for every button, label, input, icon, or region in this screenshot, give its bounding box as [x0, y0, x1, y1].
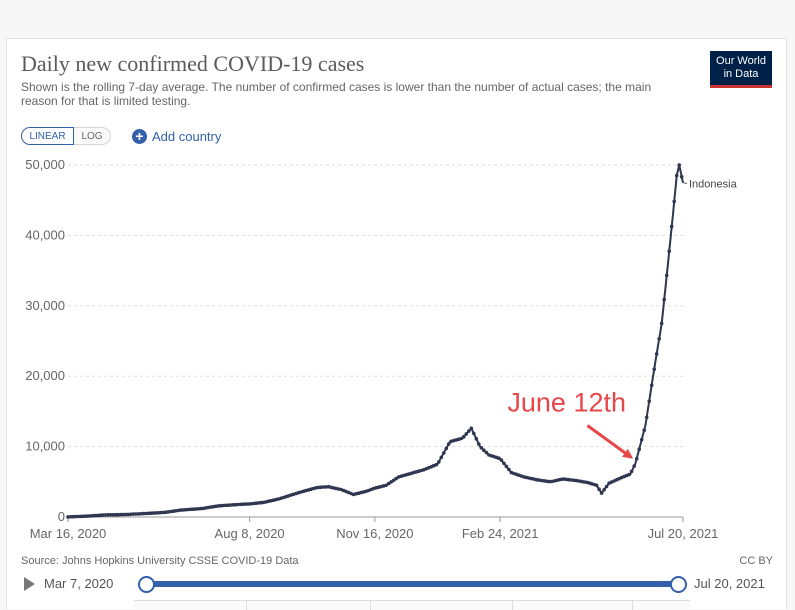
- timeline-start-handle[interactable]: [138, 576, 155, 593]
- timeline-end-label: Jul 20, 2021: [694, 576, 765, 591]
- series-label-indonesia: Indonesia: [689, 179, 738, 191]
- data-point: [629, 469, 634, 474]
- data-point: [464, 432, 469, 436]
- data-point: [667, 249, 671, 253]
- linear-scale-button[interactable]: LINEAR: [21, 127, 74, 145]
- y-tick-label: 20,000: [25, 368, 65, 383]
- data-point: [507, 467, 511, 472]
- data-point: [236, 502, 241, 507]
- data-point: [384, 483, 388, 488]
- data-point: [472, 431, 476, 436]
- data-point: [637, 447, 641, 452]
- data-point: [672, 199, 676, 204]
- data-point: [599, 491, 604, 495]
- data-point: [439, 455, 444, 460]
- data-point: [669, 224, 674, 229]
- plus-circle-icon: +: [132, 128, 147, 144]
- data-point: [108, 513, 113, 517]
- chart-subtitle: Shown is the rolling 7-day average. The …: [21, 80, 652, 108]
- data-point: [88, 514, 93, 518]
- data-point: [657, 336, 661, 341]
- data-point: [502, 461, 506, 466]
- data-point: [662, 297, 666, 302]
- data-point: [434, 462, 439, 467]
- data-point: [479, 446, 484, 450]
- play-icon[interactable]: [24, 577, 35, 591]
- y-tick-label: 50,000: [25, 157, 65, 172]
- data-point: [499, 458, 504, 462]
- data-point: [459, 436, 464, 441]
- data-point: [604, 484, 609, 489]
- add-country-button[interactable]: + Add country: [132, 127, 221, 145]
- data-point: [597, 487, 601, 492]
- y-tick-label: 30,000: [25, 298, 65, 313]
- x-tick-label: Nov 16, 2020: [336, 526, 413, 541]
- data-point: [627, 472, 631, 477]
- data-point: [644, 415, 649, 420]
- data-point: [437, 460, 441, 464]
- timeline-start-label: Mar 7, 2020: [44, 576, 114, 591]
- data-point: [639, 437, 644, 442]
- data-point: [442, 451, 446, 455]
- data-point: [462, 434, 466, 439]
- data-point: [679, 174, 684, 179]
- data-point: [649, 383, 654, 388]
- series-label-connector: [682, 182, 688, 185]
- logo-line-2: in Data: [723, 68, 759, 80]
- license-badge[interactable]: CC BY: [739, 555, 773, 567]
- logo-line-1: Our World: [716, 55, 766, 67]
- data-point: [447, 442, 451, 446]
- data-point: [504, 464, 509, 469]
- data-point: [632, 464, 636, 468]
- timeline-track[interactable]: [146, 581, 678, 587]
- data-point: [602, 488, 606, 492]
- data-point: [659, 321, 664, 326]
- owid-logo[interactable]: Our World in Data: [710, 51, 772, 88]
- data-point: [113, 512, 118, 517]
- x-tick-label: Feb 24, 2021: [462, 526, 539, 541]
- data-point: [474, 437, 479, 441]
- data-point: [444, 446, 449, 451]
- series-line-indonesia: [67, 164, 684, 518]
- data-point: [106, 513, 110, 517]
- data-point: [652, 367, 656, 372]
- data-point: [647, 399, 651, 404]
- x-tick-label: Aug 8, 2020: [215, 526, 285, 541]
- annotation-june-12: June 12th: [507, 387, 626, 417]
- data-point: [484, 450, 489, 455]
- data-point: [674, 173, 679, 178]
- data-point: [497, 456, 501, 461]
- x-tick-label: Jul 20, 2021: [648, 526, 719, 541]
- page-title: Daily new confirmed COVID-19 cases: [21, 51, 365, 76]
- data-point: [677, 163, 681, 167]
- y-tick-label: 10,000: [25, 439, 65, 454]
- y-tick-label: 0: [58, 509, 65, 524]
- add-country-label: Add country: [152, 128, 222, 144]
- data-point: [642, 428, 646, 433]
- source-note[interactable]: Source: Johns Hopkins University CSSE CO…: [21, 555, 299, 567]
- data-point: [634, 456, 639, 461]
- data-point: [118, 512, 123, 517]
- y-tick-label: 40,000: [25, 227, 65, 242]
- data-point: [482, 448, 486, 453]
- data-point: [138, 512, 143, 516]
- data-point: [664, 273, 669, 278]
- tab-strip: [134, 600, 690, 610]
- data-point: [188, 507, 193, 512]
- log-scale-button[interactable]: LOG: [74, 127, 111, 145]
- timeline-end-handle[interactable]: [670, 576, 687, 593]
- data-point: [477, 442, 481, 446]
- data-point: [594, 483, 599, 488]
- data-point: [467, 429, 471, 433]
- data-point: [469, 426, 474, 431]
- annotation-arrow: [586, 424, 634, 459]
- data-point: [654, 352, 659, 356]
- x-tick-label: Mar 16, 2020: [30, 526, 107, 541]
